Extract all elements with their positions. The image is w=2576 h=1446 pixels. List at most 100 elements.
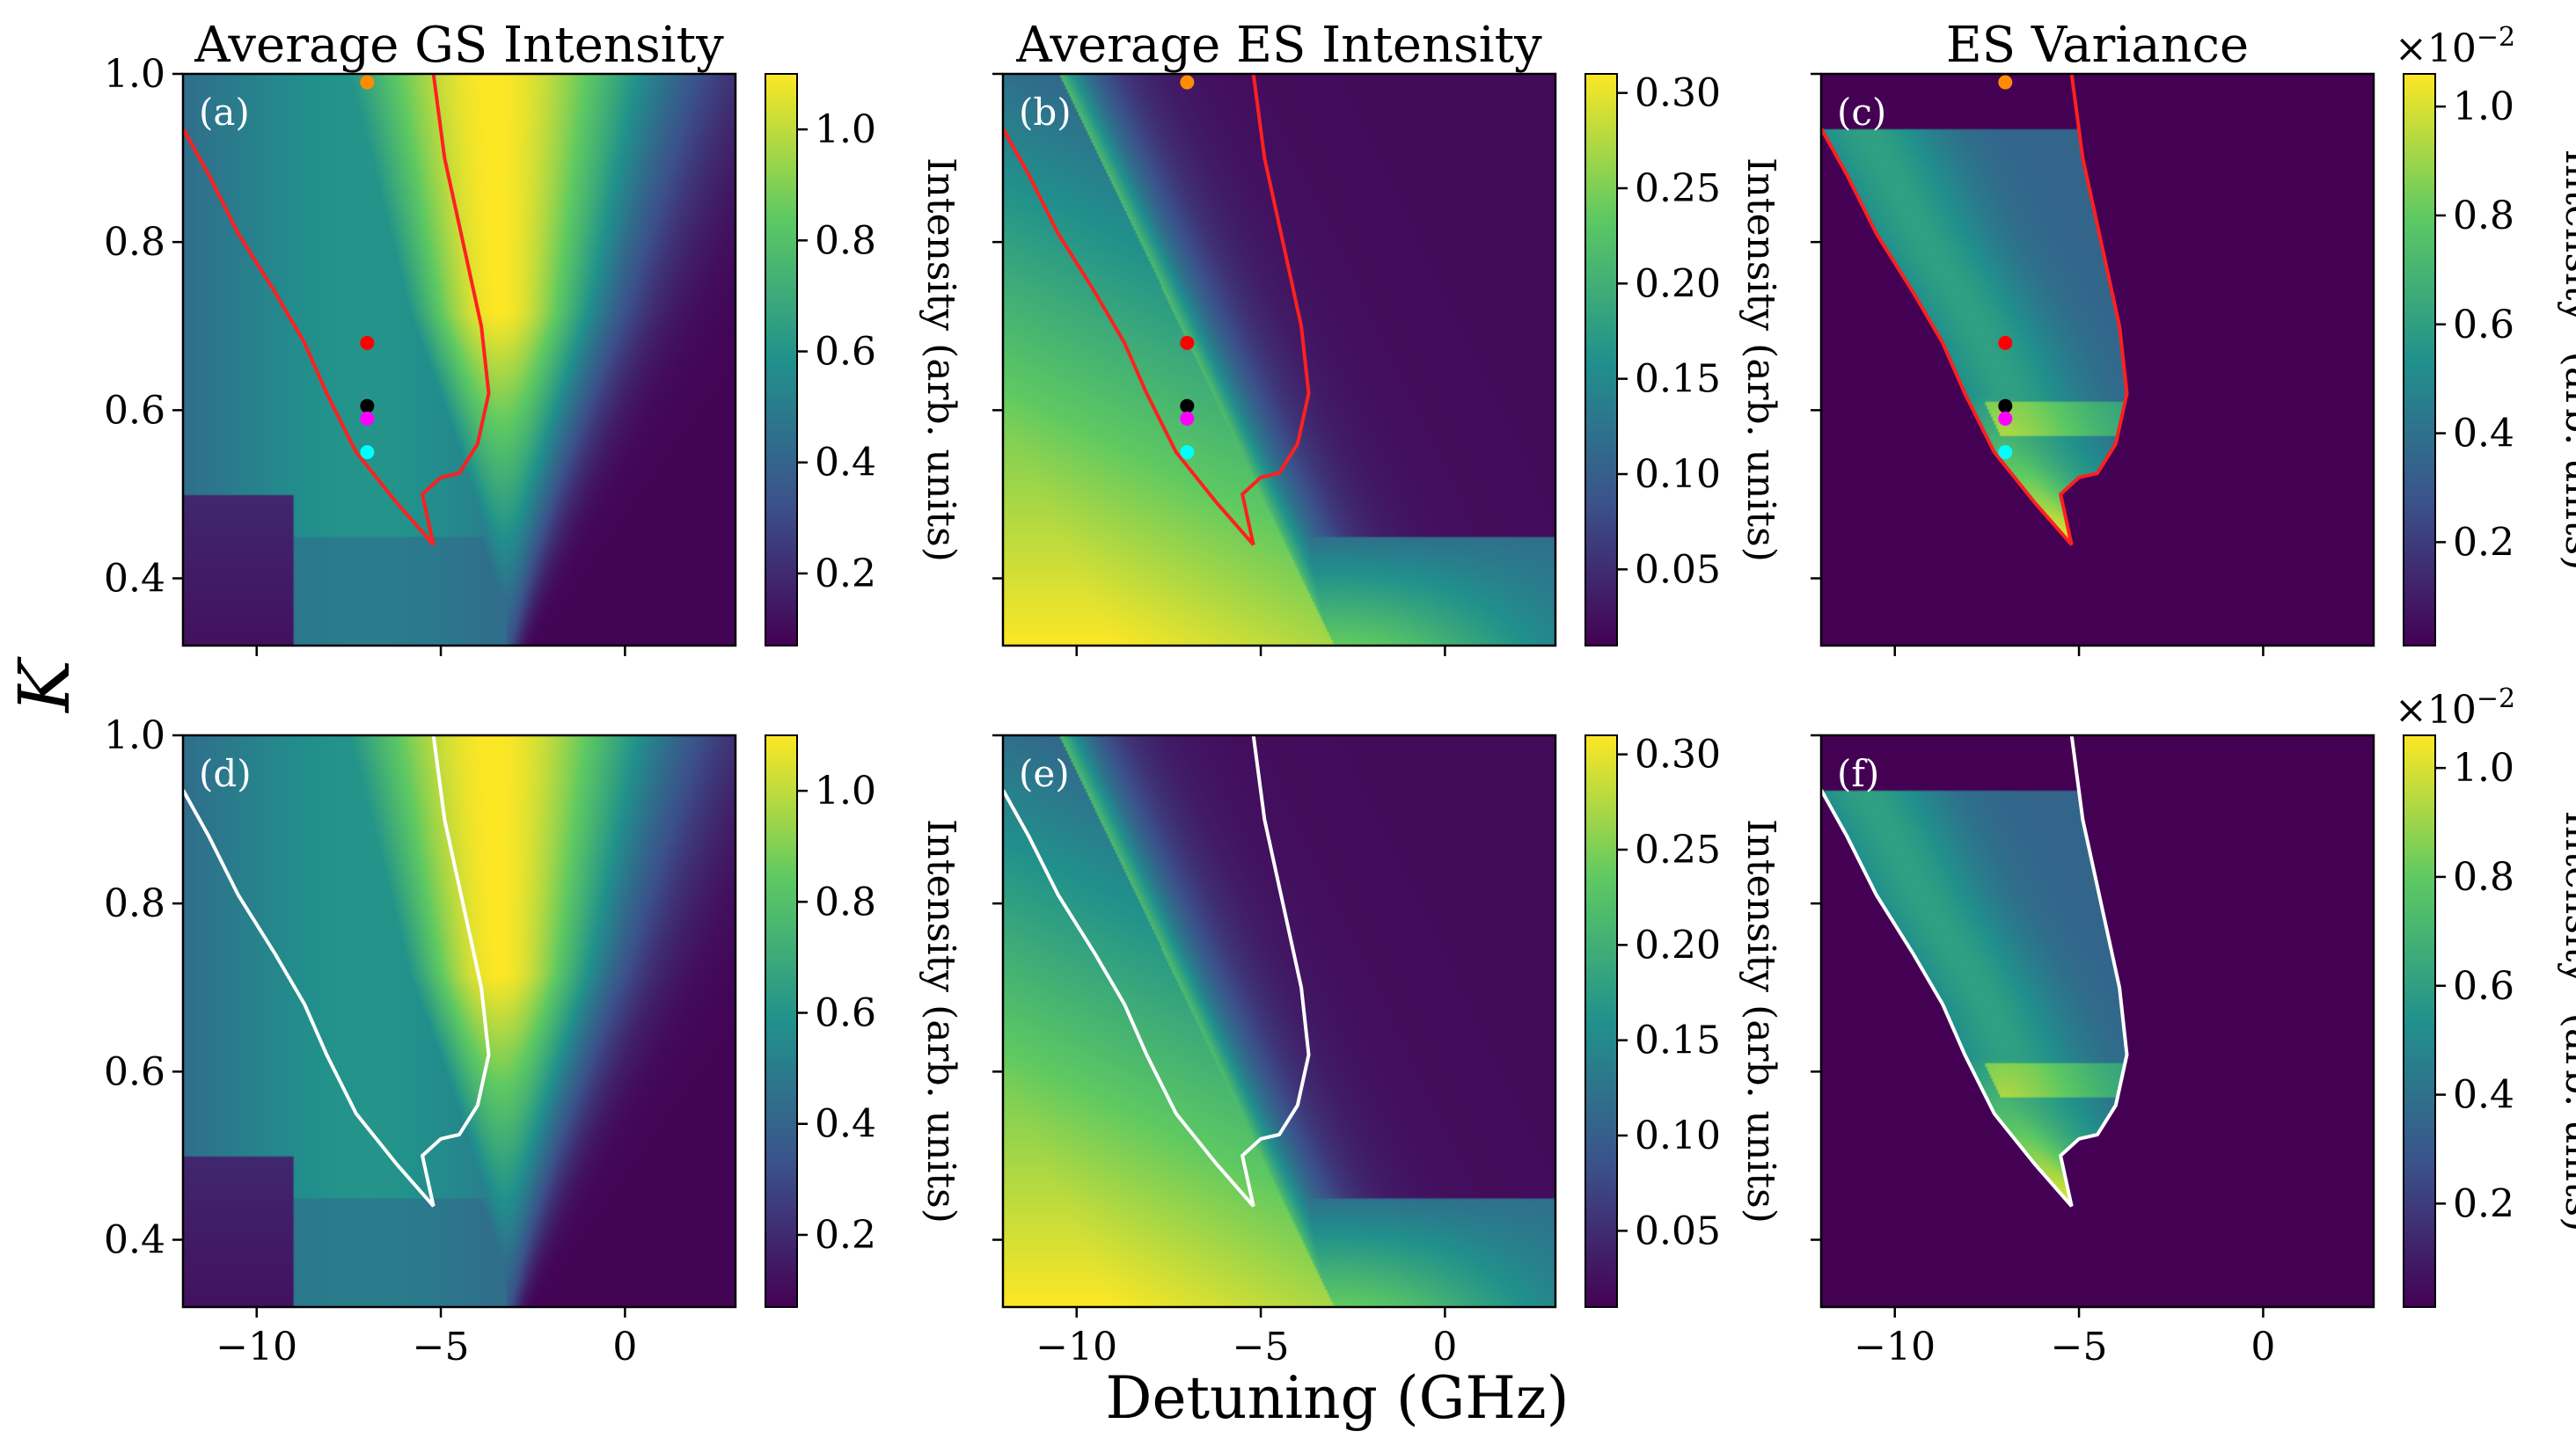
marker-point-c-2 bbox=[1998, 398, 2013, 413]
column-title-0: Average GS Intensity bbox=[194, 17, 724, 74]
y-tick-label-a-2: 0.8 bbox=[104, 220, 165, 265]
colorbar-f: 0.2 0.4 0.6 0.8 1.0 Intensity2 (arb. units) ×1… bbox=[2395, 683, 2576, 1308]
colorbar-tick-label-b-0: 0.05 bbox=[1635, 547, 1721, 592]
heatmap-d bbox=[183, 735, 735, 1307]
panel-f: (f) −10 −5 0 bbox=[1811, 734, 2375, 1369]
colorbar-label-b: Intensity (arb. units) bbox=[1738, 157, 1783, 562]
axes-frame-b bbox=[1001, 72, 1557, 647]
marker-point-a-2 bbox=[360, 398, 375, 413]
colorbar-tick-label-e-3: 0.20 bbox=[1635, 923, 1721, 968]
marker-point-a-1 bbox=[360, 335, 375, 350]
boundary-curve-a bbox=[183, 74, 491, 546]
colorbar-label-a: Intensity (arb. units) bbox=[918, 157, 963, 562]
panel-a: (a) 0.4 0.6 0.8 1.0 Average GS Intensity bbox=[104, 17, 737, 656]
column-title-2: ES Variance bbox=[1946, 17, 2249, 74]
colorbar-tick-label-d-1: 0.4 bbox=[815, 1102, 876, 1147]
heatmap-c bbox=[1821, 74, 2374, 646]
panel-label-f: (f) bbox=[1837, 752, 1879, 795]
y-tick-label-d-3: 1.0 bbox=[104, 713, 165, 758]
column-title-1: Average ES Intensity bbox=[1015, 17, 1542, 74]
colorbar-tick-label-f-4: 1.0 bbox=[2453, 746, 2514, 791]
panel-label-d: (d) bbox=[199, 752, 252, 795]
colorbar-tick-label-f-2: 0.6 bbox=[2453, 964, 2514, 1009]
colorbar-tick-label-b-4: 0.25 bbox=[1635, 166, 1721, 211]
colorbar-tick-label-d-0: 0.2 bbox=[815, 1213, 876, 1258]
colorbar-tick-label-e-0: 0.05 bbox=[1635, 1209, 1721, 1253]
colorbar-tick-label-a-3: 0.8 bbox=[815, 218, 876, 263]
marker-point-a-0 bbox=[360, 75, 375, 90]
colorbar-multiplier-f: ×10−2 bbox=[2395, 683, 2515, 733]
colorbar-e: 0.05 0.10 0.15 0.20 0.25 0.30 Intensity (arb. … bbox=[1584, 733, 1783, 1308]
marker-point-a-4 bbox=[360, 445, 375, 460]
colorbar-label-e: Intensity (arb. units) bbox=[1738, 819, 1783, 1223]
colorbar-label-d: Intensity (arb. units) bbox=[918, 819, 963, 1223]
boundary-curve-c bbox=[1821, 74, 2129, 546]
colorbar-tick-label-c-3: 0.8 bbox=[2453, 194, 2514, 238]
colorbar-multiplier-c: ×10−2 bbox=[2395, 22, 2515, 71]
y-tick-label-a-3: 1.0 bbox=[104, 52, 165, 97]
colorbar-tick-label-f-3: 0.8 bbox=[2453, 855, 2514, 900]
x-tick-label-d-2: 0 bbox=[612, 1325, 637, 1369]
boundary-curve-b bbox=[1003, 74, 1311, 546]
boundary-curve-f bbox=[1821, 735, 2129, 1208]
heatmap-a bbox=[183, 74, 735, 646]
x-tick-label-f-0: −10 bbox=[1854, 1325, 1936, 1369]
colorbar-gradient-d bbox=[765, 734, 798, 1308]
colorbar-tick-label-c-2: 0.6 bbox=[2453, 303, 2514, 347]
x-tick-label-f-1: −5 bbox=[2051, 1325, 2108, 1369]
x-tick-label-e-0: −10 bbox=[1036, 1325, 1117, 1369]
heatmap-f bbox=[1821, 735, 2374, 1307]
colorbar-tick-label-c-1: 0.4 bbox=[2453, 412, 2514, 456]
x-tick-label-e-1: −5 bbox=[1233, 1325, 1290, 1369]
colorbar-tick-label-a-0: 0.2 bbox=[815, 551, 876, 596]
colorbar-gradient-a bbox=[765, 73, 798, 646]
colorbar-a: 0.2 0.4 0.6 0.8 1.0 Intensity (arb. units) bbox=[765, 73, 963, 646]
marker-point-c-3 bbox=[1998, 411, 2013, 426]
boundary-curve-e bbox=[1003, 735, 1311, 1208]
colorbar-tick-label-b-1: 0.10 bbox=[1635, 452, 1721, 497]
axes-frame-a bbox=[181, 72, 737, 647]
marker-point-b-4 bbox=[1180, 445, 1195, 460]
y-tick-label-a-0: 0.4 bbox=[104, 557, 165, 602]
x-tick-label-f-2: 0 bbox=[2250, 1325, 2275, 1369]
panel-label-c: (c) bbox=[1837, 91, 1886, 134]
marker-point-b-1 bbox=[1180, 335, 1195, 350]
axes-frame-e bbox=[1001, 734, 1557, 1309]
colorbar-tick-label-e-1: 0.10 bbox=[1635, 1114, 1721, 1158]
panel-label-e: (e) bbox=[1019, 752, 1070, 795]
axes-frame-c bbox=[1819, 72, 2375, 647]
colorbar-tick-label-d-3: 0.8 bbox=[815, 880, 876, 924]
colorbar-tick-label-a-1: 0.4 bbox=[815, 441, 876, 486]
colorbar-tick-label-d-2: 0.6 bbox=[815, 991, 876, 1036]
axes-frame-f bbox=[1819, 734, 2375, 1309]
panel-d: (d) −10 −5 0 0.4 0.6 0.8 1.0 bbox=[104, 713, 737, 1369]
marker-point-b-0 bbox=[1180, 75, 1195, 90]
colorbar-gradient-c bbox=[2403, 73, 2436, 646]
colorbar-b: 0.05 0.10 0.15 0.20 0.25 0.30 Intensity (arb. … bbox=[1584, 71, 1783, 646]
colorbar-tick-label-d-4: 1.0 bbox=[815, 769, 876, 814]
y-tick-label-d-2: 0.8 bbox=[104, 881, 165, 926]
y-tick-label-d-0: 0.4 bbox=[104, 1218, 165, 1263]
colorbar-gradient-e bbox=[1584, 734, 1618, 1308]
marker-point-b-3 bbox=[1180, 411, 1195, 426]
x-tick-label-e-2: 0 bbox=[1432, 1325, 1457, 1369]
heatmap-b bbox=[1003, 74, 1555, 646]
marker-point-c-0 bbox=[1998, 75, 2013, 90]
axes-frame-d bbox=[181, 734, 737, 1309]
x-tick-label-d-0: −10 bbox=[216, 1325, 297, 1369]
marker-point-c-1 bbox=[1998, 335, 2013, 350]
marker-point-c-4 bbox=[1998, 445, 2013, 460]
colorbar-label-f: Intensity2 (arb. units) bbox=[2557, 811, 2576, 1232]
colorbar-tick-label-a-4: 1.0 bbox=[815, 107, 876, 152]
colorbar-gradient-f bbox=[2403, 734, 2436, 1308]
panel-e: (e) −10 −5 0 bbox=[992, 734, 1557, 1369]
colorbar-tick-label-e-5: 0.30 bbox=[1635, 733, 1721, 778]
y-tick-label-a-1: 0.6 bbox=[104, 388, 165, 433]
x-axis-label: Detuning (GHz) bbox=[1106, 1364, 1570, 1432]
colorbar-label-c: Intensity2 (arb. units) bbox=[2557, 150, 2576, 571]
y-axis-label: K bbox=[4, 656, 85, 714]
colorbar-gradient-b bbox=[1584, 73, 1618, 646]
marker-point-b-2 bbox=[1180, 398, 1195, 413]
boundary-curve-d bbox=[183, 735, 491, 1208]
colorbar-c: 0.2 0.4 0.6 0.8 1.0 Intensity2 (arb. units) ×1… bbox=[2395, 22, 2576, 646]
